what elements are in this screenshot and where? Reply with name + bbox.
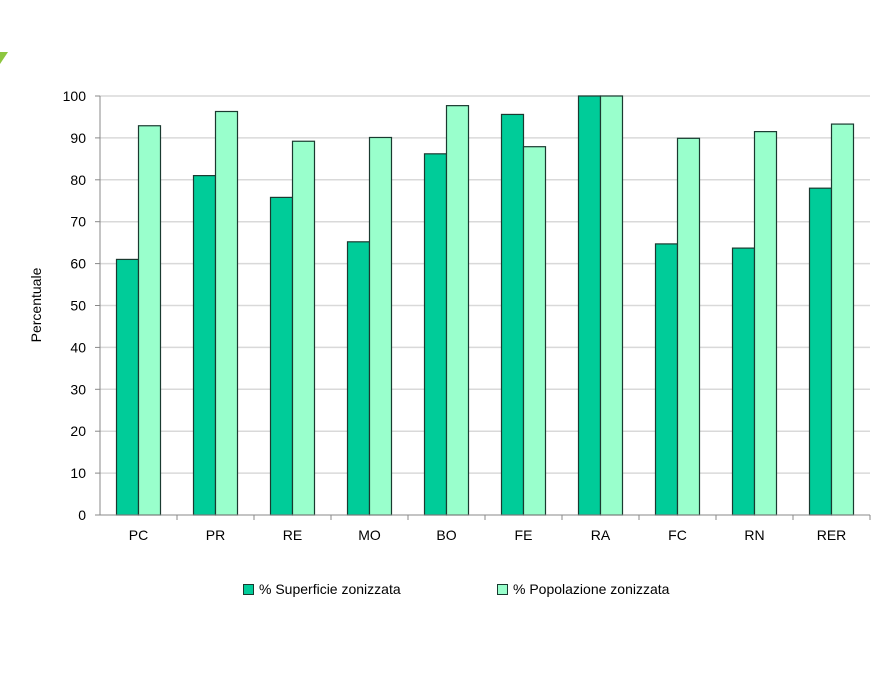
y-tick-label: 100 xyxy=(63,88,87,104)
bar-pc-superficie xyxy=(115,258,140,516)
x-tick-label: FC xyxy=(668,527,687,543)
bar-pc-popolazione xyxy=(137,125,162,516)
bar-pr-popolazione xyxy=(214,110,239,516)
bar-rn-popolazione xyxy=(753,131,778,516)
y-tick-label: 0 xyxy=(78,507,86,523)
bar-ra-popolazione xyxy=(599,95,624,516)
bar-bo-superficie xyxy=(423,153,448,516)
bar-ra-superficie xyxy=(577,95,602,516)
y-tick-label: 40 xyxy=(70,339,86,355)
x-tick-label: RER xyxy=(817,527,847,543)
y-tick-label: 50 xyxy=(70,298,86,314)
bar-mo-popolazione xyxy=(368,136,393,516)
legend-item-superficie: % Superficie zonizzata xyxy=(243,581,401,597)
x-tick-label: MO xyxy=(358,527,381,543)
y-tick-label: 90 xyxy=(70,130,86,146)
legend-swatch-popolazione xyxy=(497,583,508,595)
y-tick-label: 30 xyxy=(70,381,86,397)
bar-re-popolazione xyxy=(291,140,316,516)
legend-label-popolazione: % Popolazione zonizzata xyxy=(513,581,670,597)
x-tick-label: RN xyxy=(744,527,764,543)
y-tick-label: 80 xyxy=(70,172,86,188)
bar-rn-superficie xyxy=(731,247,756,516)
bar-fc-superficie xyxy=(654,243,679,516)
legend-item-popolazione: % Popolazione zonizzata xyxy=(497,581,669,597)
y-tick-label: 60 xyxy=(70,256,86,272)
x-tick-label: BO xyxy=(436,527,456,543)
legend-swatch-superficie xyxy=(243,583,254,595)
y-tick-label: 70 xyxy=(70,214,86,230)
bar-fe-superficie xyxy=(500,113,525,516)
bar-re-superficie xyxy=(269,196,294,516)
corner-decoration xyxy=(0,52,8,64)
bar-fc-popolazione xyxy=(676,137,701,516)
bar-bo-popolazione xyxy=(445,105,470,516)
bar-fe-popolazione xyxy=(522,146,547,516)
y-tick-label: 10 xyxy=(70,465,86,481)
x-tick-label: FE xyxy=(515,527,533,543)
bar-pr-superficie xyxy=(192,175,217,516)
legend-label-superficie: % Superficie zonizzata xyxy=(259,581,401,597)
y-axis-label: Percentuale xyxy=(28,267,44,342)
x-tick-label: PR xyxy=(206,527,225,543)
bar-rer-superficie xyxy=(808,187,833,516)
x-tick-label: PC xyxy=(129,527,148,543)
x-tick-label: RE xyxy=(283,527,302,543)
y-tick-label: 20 xyxy=(70,423,86,439)
x-tick-label: RA xyxy=(591,527,611,543)
bar-mo-superficie xyxy=(346,241,371,516)
bar-rer-popolazione xyxy=(830,123,855,516)
